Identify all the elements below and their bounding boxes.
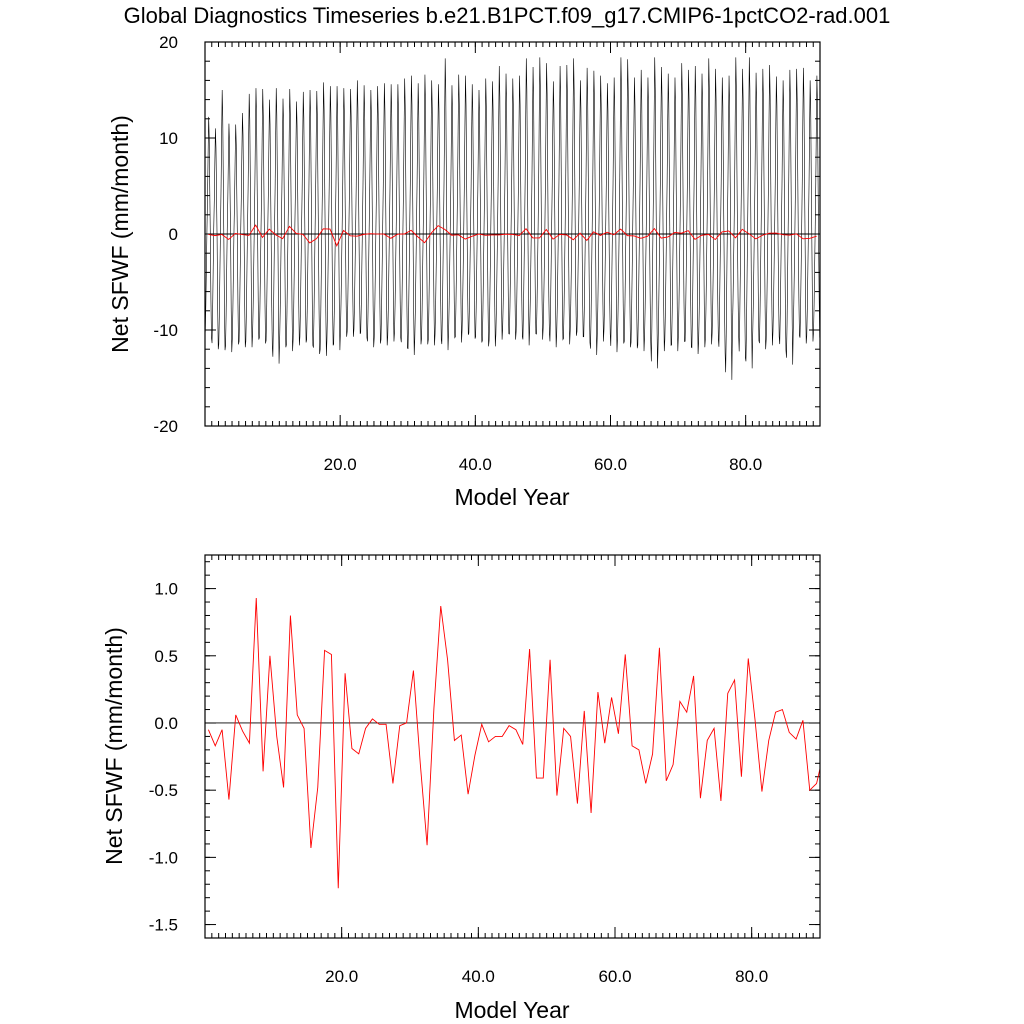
x-tick-label: 60.0: [594, 455, 627, 474]
y-tick-label: -1.5: [149, 916, 178, 935]
plot-frame: [204, 41, 821, 427]
y-tick-label: 0.0: [154, 714, 178, 733]
x-tick-label: 80.0: [735, 967, 768, 986]
x-tick-label: 20.0: [325, 967, 358, 986]
annual-series-line: [208, 597, 820, 889]
x-tick-label: 40.0: [462, 967, 495, 986]
y-tick-label: -1.0: [149, 848, 178, 867]
y-axis-title: Net SFWF (mm/month): [107, 115, 133, 353]
panel-bottom: Model Year Net SFWF (mm/month) 20.0 40.0 6…: [101, 554, 821, 1023]
y-tick-label: 0.5: [154, 647, 178, 666]
y-tick-label: -20: [153, 417, 178, 436]
monthly-series-line: [205, 57, 820, 380]
y-tick-label: 0: [169, 225, 178, 244]
y-axis-title: Net SFWF (mm/month): [101, 627, 127, 865]
panel-top: Model Year Net SFWF (mm/month) 20.0 40.0 6…: [107, 33, 821, 510]
x-axis-title: Model Year: [454, 484, 569, 510]
x-tick-label: 20.0: [324, 455, 357, 474]
annual-series-line: [208, 224, 817, 247]
plot-area: [205, 57, 820, 380]
y-tick-label: 1.0: [154, 580, 178, 599]
x-tick-label: 80.0: [729, 455, 762, 474]
x-tick-label: 60.0: [598, 967, 631, 986]
x-tick-label: 40.0: [459, 455, 492, 474]
x-axis-title: Model Year: [454, 997, 569, 1023]
y-tick-label: 20: [159, 33, 178, 52]
plot-frame: [204, 554, 821, 939]
y-tick-label: -10: [153, 321, 178, 340]
y-tick-label: 10: [159, 129, 178, 148]
plot-area: [205, 597, 820, 889]
figure-title: Global Diagnostics Timeseries b.e21.B1PC…: [124, 3, 891, 28]
y-tick-label: -0.5: [149, 781, 178, 800]
